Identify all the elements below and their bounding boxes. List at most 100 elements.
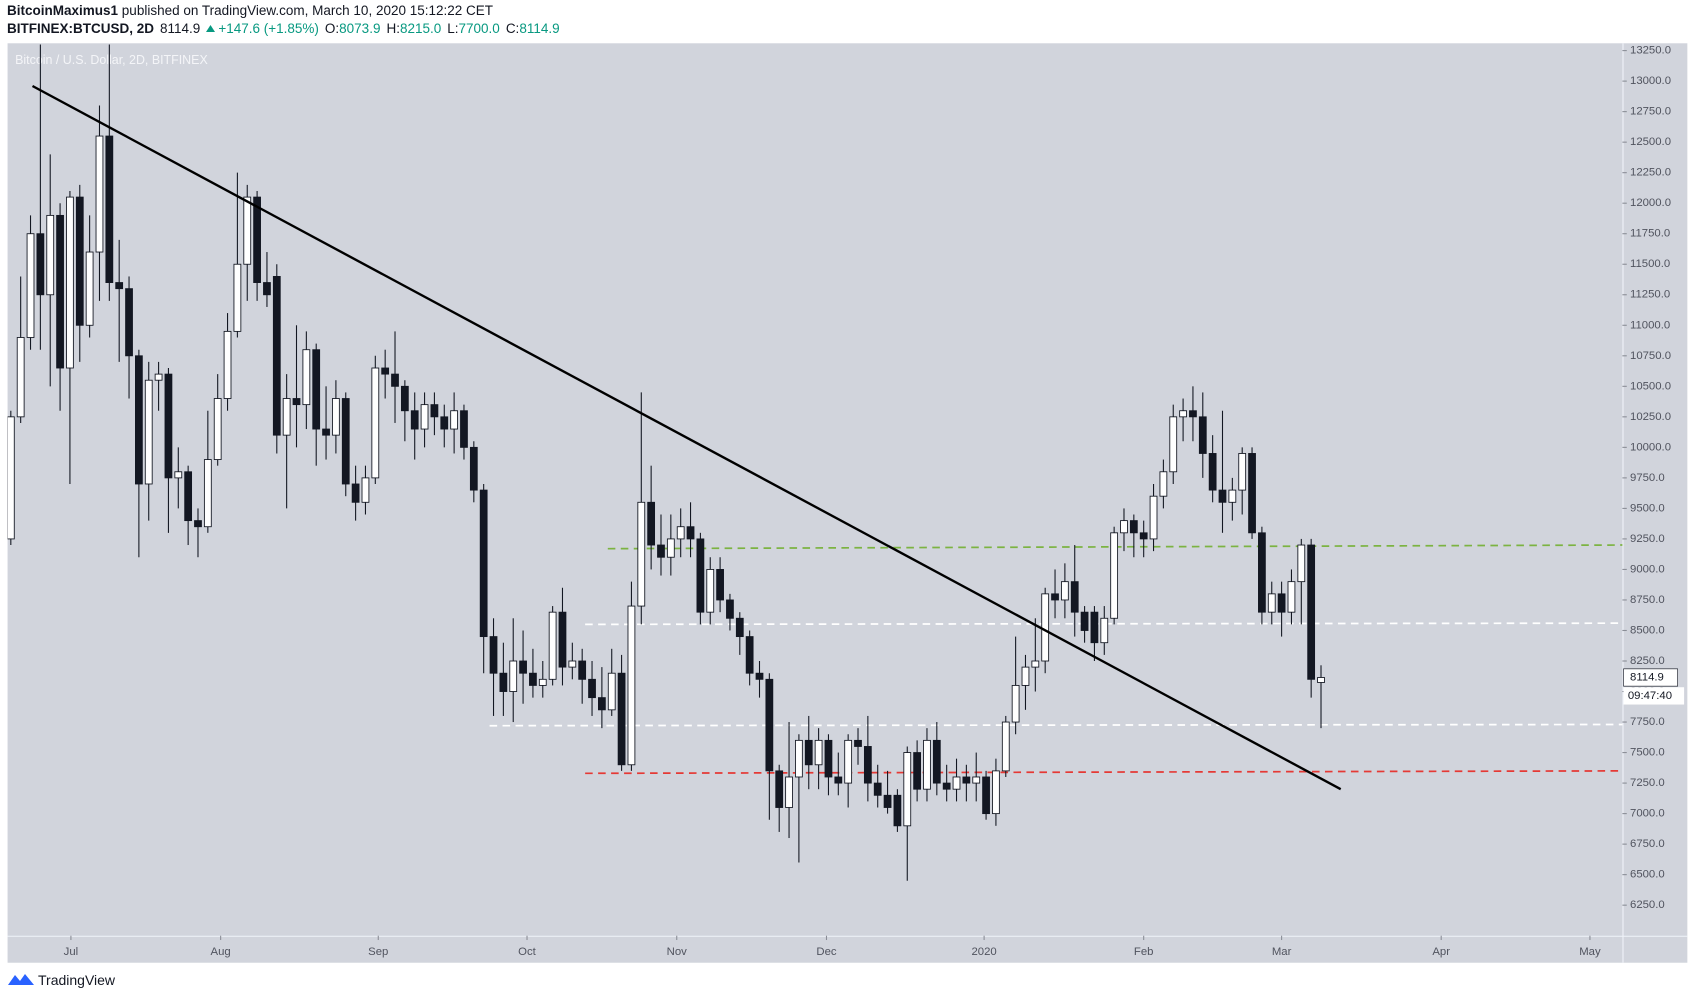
candle-body <box>735 617 744 638</box>
candle-body <box>1238 453 1247 491</box>
candle-body <box>548 611 557 680</box>
y-tick-label: 7750.0 <box>1630 716 1665 728</box>
candle-body <box>696 538 705 613</box>
candle-body <box>627 605 636 766</box>
candle-body <box>598 697 606 711</box>
y-tick-label: 6250.0 <box>1630 899 1665 911</box>
x-tick-label: May <box>1579 946 1601 958</box>
candle-body <box>1258 532 1266 613</box>
candle-body <box>814 739 823 766</box>
candle-body <box>1090 611 1099 644</box>
candle-body <box>460 410 468 448</box>
timer-box <box>1623 687 1685 705</box>
y-tick-label: 13250.0 <box>1630 45 1671 57</box>
candle-body <box>1287 581 1296 613</box>
candle-body <box>1208 453 1217 491</box>
candle-body <box>854 739 862 747</box>
candle-body <box>1061 581 1069 601</box>
candle-body <box>1051 593 1059 601</box>
x-tick-label: Feb <box>1134 946 1154 958</box>
change: +147.6 (+1.85%) <box>218 21 319 36</box>
candle-body <box>607 672 616 711</box>
candle-body <box>686 526 695 540</box>
ohlc-value: 8215.0 <box>399 21 442 36</box>
y-tick-label: 12250.0 <box>1630 167 1671 179</box>
candle-body <box>420 404 429 430</box>
candle-body <box>1297 544 1306 583</box>
candle-body <box>1159 471 1168 497</box>
candle-body <box>942 782 951 790</box>
candle-body <box>223 330 232 399</box>
candle-body <box>351 483 360 503</box>
candle-body <box>913 752 921 790</box>
candle-body <box>529 672 537 686</box>
candle-body <box>1139 532 1148 540</box>
candle-body <box>1248 453 1256 534</box>
candle-body <box>400 385 409 412</box>
y-tick-label: 9250.0 <box>1630 533 1665 545</box>
candle-body <box>1218 489 1227 503</box>
x-tick-label: Mar <box>1272 946 1292 958</box>
candle-body <box>95 135 104 253</box>
candle-body <box>972 776 981 784</box>
candle-body <box>1021 666 1030 686</box>
trend-line <box>31 84 1342 791</box>
symbol-line: BITFINEX:BTCUSD, 2D 8114.9 +147.6 (+1.85%)… <box>7 20 560 38</box>
candle-body <box>450 410 458 430</box>
candle-body <box>755 672 764 680</box>
candle-body <box>135 355 143 485</box>
candle-body <box>371 367 380 479</box>
ohlc-value: 8073.9 <box>339 21 381 36</box>
candle-body <box>578 660 587 680</box>
y-tick-label: 12500.0 <box>1630 136 1671 148</box>
ohlc-label: L: <box>447 21 459 36</box>
candle-body <box>361 477 370 503</box>
y-tick-label: 10500.0 <box>1630 380 1671 392</box>
up-arrow <box>206 25 216 32</box>
candle-body <box>1041 593 1050 662</box>
candle-body <box>203 459 212 528</box>
candle-body <box>272 276 281 436</box>
published: published on TradingView.com, March 10, … <box>121 3 494 18</box>
y-tick-label: 12000.0 <box>1630 197 1671 209</box>
candle-body <box>923 739 931 790</box>
candle-body <box>834 776 843 784</box>
ohlc-label: C: <box>505 21 520 36</box>
candle-body <box>1307 544 1316 680</box>
y-tick-label: 8750.0 <box>1630 594 1665 606</box>
candle-body <box>982 776 990 815</box>
y-tick-label: 12750.0 <box>1630 106 1671 118</box>
level-line <box>489 723 1623 727</box>
ohlc: O:8073.9 H:8215.0 L:7700.0 C:8114.9 <box>319 21 560 36</box>
y-tick-label: 6500.0 <box>1630 869 1665 881</box>
candle-body <box>479 489 488 638</box>
candle-body <box>125 288 133 357</box>
candle-body <box>1120 520 1128 534</box>
candle-body <box>36 233 45 296</box>
candle-body <box>469 446 478 491</box>
candle-body <box>657 544 665 558</box>
candle-body <box>105 135 114 283</box>
candle-body <box>1277 593 1286 613</box>
candle-body <box>1070 581 1079 613</box>
y-tick-label: 8250.0 <box>1630 655 1665 667</box>
y-tick-label: 10250.0 <box>1630 411 1671 423</box>
candle-body <box>1080 611 1089 631</box>
candle-body <box>312 349 321 430</box>
candle-body <box>66 196 74 369</box>
candle-body <box>775 770 784 808</box>
candle-body <box>795 739 803 778</box>
candle-body <box>233 263 242 332</box>
candle-body <box>824 739 833 778</box>
candle-body <box>726 599 734 619</box>
symbol: BITFINEX:BTCUSD, 2D <box>7 21 155 36</box>
header: BitcoinMaximus1 published on TradingView… <box>7 2 560 38</box>
x-tick-label: Apr <box>1432 946 1450 958</box>
candle-body <box>873 782 882 796</box>
y-tick-label: 11500.0 <box>1630 258 1670 270</box>
y-tick-label: 11750.0 <box>1630 228 1670 240</box>
candle-body <box>26 233 35 338</box>
candle-body <box>154 373 163 381</box>
candle-body <box>263 282 271 296</box>
